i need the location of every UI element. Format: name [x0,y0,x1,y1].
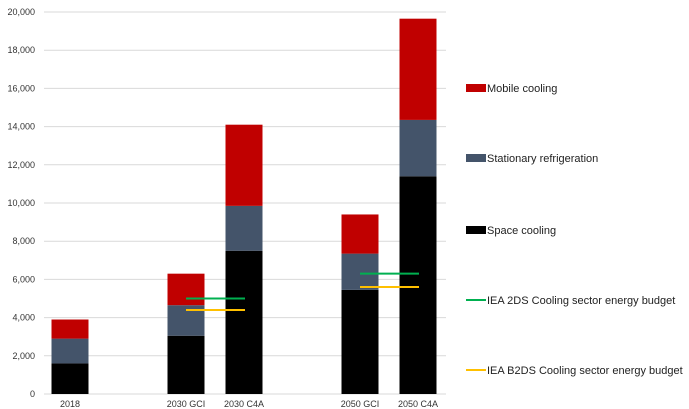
bar-mobile-cooling-2030-gci [167,273,205,306]
y-tick-label: 10,000 [7,198,35,208]
bar-mobile-cooling-2030-c4a [225,124,263,206]
x-tick-label: 2030 GCI [167,399,206,409]
y-tick-label: 0 [30,389,35,399]
bar-stationary-refrigeration-2050-c4a [399,119,437,177]
budget-lines [186,272,419,311]
legend-label-space-cooling: Space cooling [487,225,556,237]
y-tick-label: 20,000 [7,7,35,17]
y-tick-label: 18,000 [7,45,35,55]
legend-swatch-space-cooling [466,226,486,234]
bar-mobile-cooling-2018 [51,319,89,339]
bar-stationary-refrigeration-2050-gci [341,253,379,290]
bar-space-cooling-2030-gci [167,335,205,394]
legend: Mobile cooling Stationary refrigeration Sp… [466,83,683,377]
x-tick-label: 2050 C4A [398,399,438,409]
bar-space-cooling-2030-c4a [225,250,263,394]
y-tick-label: 4,000 [12,313,35,323]
bar-space-cooling-2018 [51,363,89,394]
y-tick-label: 6,000 [12,274,35,284]
y-tick-label: 14,000 [7,122,35,132]
y-tick-label: 2,000 [12,351,35,361]
x-tick-label: 2030 C4A [224,399,264,409]
x-tick-label: 2018 [60,399,80,409]
legend-label-mobile-cooling: Mobile cooling [487,83,557,95]
legend-swatch-stationary-refrigeration [466,154,486,162]
bar-mobile-cooling-2050-c4a [399,18,437,120]
y-axis: 0 2,000 4,000 6,000 8,000 10,000 12,000 14,000 1… [7,7,35,399]
bars [51,18,437,394]
legend-label-stationary-refrigeration: Stationary refrigeration [487,153,598,165]
bar-mobile-cooling-2050-gci [341,214,379,254]
x-tick-label: 2050 GCI [341,399,380,409]
y-tick-label: 12,000 [7,160,35,170]
bar-stationary-refrigeration-2030-c4a [225,205,263,251]
bar-space-cooling-2050-gci [341,289,379,394]
y-tick-label: 8,000 [12,236,35,246]
legend-label-iea-2ds-cooling-sector-energy-budget: IEA 2DS Cooling sector energy budget [487,295,675,307]
x-axis: 2018 2030 GCI 2030 C4A 2050 GCI 2050 C4A [60,399,438,409]
bar-stationary-refrigeration-2018 [51,338,89,364]
legend-label-iea-b2ds-cooling-sector-energy-budget: IEA B2DS Cooling sector energy budget [487,365,683,377]
legend-swatch-mobile-cooling [466,84,486,92]
y-tick-label: 16,000 [7,83,35,93]
bar-space-cooling-2050-c4a [399,176,437,394]
